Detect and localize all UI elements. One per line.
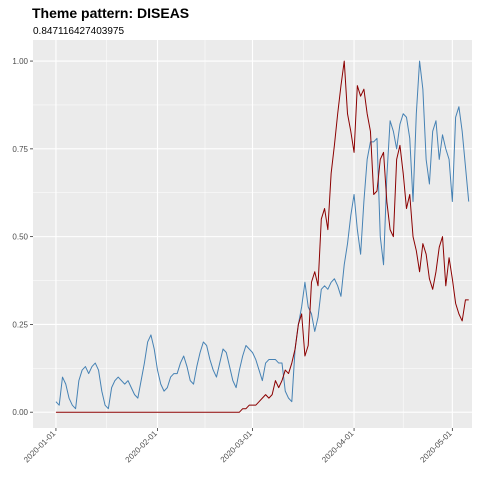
x-axis: 2020-01-01 2020-02-01 2020-03-01 2020-04-01… [22, 428, 454, 464]
chart-title: Theme pattern: DISEAS [32, 5, 189, 21]
x-tick-label: 2020-03-01 [219, 429, 255, 465]
x-tick-label: 2020-01-01 [22, 429, 58, 465]
series-lines [55, 60, 470, 413]
series-line-2 [55, 60, 469, 413]
series-line-1 [55, 60, 470, 410]
y-tick-label: 0.25 [12, 320, 28, 329]
x-tick-label: 2020-02-01 [124, 429, 160, 465]
y-tick-label: 0.00 [12, 408, 28, 417]
y-tick-label: 0.75 [12, 145, 28, 154]
x-tick-label: 2020-04-01 [320, 429, 356, 465]
x-tick-label: 2020-05-01 [418, 429, 454, 465]
y-tick-label: 1.00 [12, 57, 28, 66]
chart-subtitle: 0.847116427403975 [33, 26, 124, 37]
y-axis: 0.00 0.25 0.50 0.75 1.00 [12, 57, 33, 417]
y-tick-label: 0.50 [12, 233, 28, 242]
